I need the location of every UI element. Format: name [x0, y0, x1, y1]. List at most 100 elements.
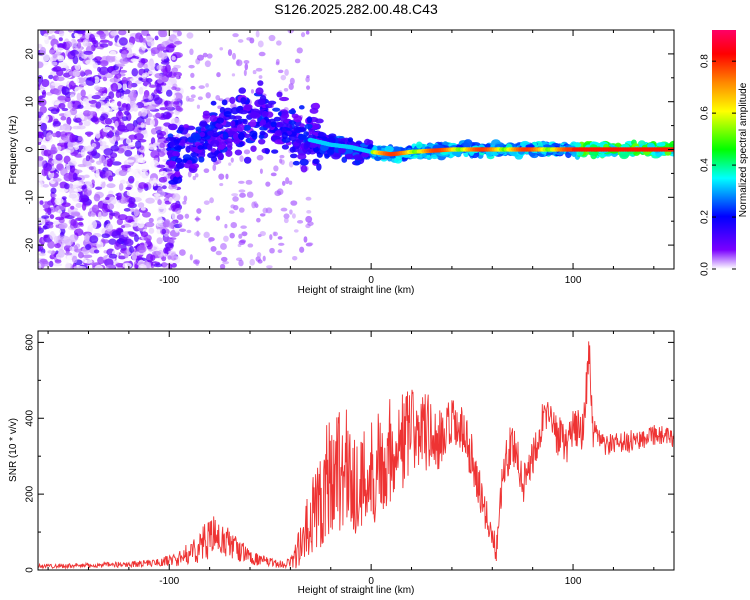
spectrogram-cell — [148, 217, 154, 223]
spectrogram-cell — [185, 145, 191, 153]
spectrogram-cell — [93, 76, 100, 84]
spectrogram-cell — [169, 141, 176, 149]
spectrogram-cell — [240, 225, 247, 229]
spectrogram-cell — [165, 44, 175, 53]
spectrogram-cell — [54, 259, 62, 264]
spectrogram-cell — [133, 208, 140, 217]
spectrogram-cell — [158, 46, 167, 51]
spectrogram-cell — [167, 255, 172, 260]
spectrogram-cell — [158, 36, 168, 42]
spectrogram-cell — [58, 224, 67, 230]
spectrogram-cell — [228, 210, 235, 214]
spectrogram-cell — [120, 225, 126, 229]
spectrogram-cell — [53, 44, 58, 51]
spectrogram-cell — [174, 157, 183, 164]
spectrogram-cell — [259, 213, 266, 217]
spectrogram-cell — [90, 117, 99, 122]
spectrogram-cell — [208, 112, 218, 117]
spectrogram-cell — [109, 152, 118, 159]
spectrogram-cell — [229, 232, 235, 239]
spectrogram-cell — [233, 115, 243, 120]
spectrogram-cell — [38, 262, 42, 269]
spectrogram-cell — [244, 63, 249, 71]
spectrogram-cell — [255, 30, 260, 38]
spectrogram-cell — [143, 63, 148, 69]
spectrogram-cell — [257, 40, 264, 48]
spectrogram-cell — [121, 76, 128, 85]
spectrogram-cell — [647, 142, 655, 149]
spectrogram-cell — [141, 42, 147, 51]
spectrogram-x-label: Height of straight line (km) — [298, 285, 415, 296]
spectrogram-cell — [140, 163, 149, 172]
spectrogram-cell — [297, 153, 307, 160]
spectrogram-cell — [108, 91, 115, 100]
spectrogram-cell — [154, 97, 163, 105]
spectrogram-cell — [261, 110, 269, 118]
spectrogram-cell — [138, 77, 143, 81]
spectrogram-cell — [85, 33, 90, 40]
spectrogram-cell — [258, 138, 266, 145]
spectrogram-cell — [247, 243, 254, 248]
spectrogram-cell — [59, 131, 68, 137]
x-tick-label: 100 — [565, 275, 582, 286]
spectrogram-cell — [111, 161, 122, 166]
spectrogram-cell — [106, 160, 113, 168]
spectrogram-cell — [305, 149, 312, 155]
spectrogram-cell — [150, 47, 160, 55]
spectrogram-cell — [38, 227, 44, 234]
colorbar-label: Normalized spectral amplitude — [738, 82, 749, 217]
spectrogram-cell — [163, 253, 168, 257]
spectrogram-cell — [148, 133, 153, 142]
spectrogram-cell — [276, 40, 282, 46]
spectrogram-cell — [39, 105, 47, 114]
spectrogram-cell — [306, 209, 312, 214]
spectrogram-cell — [140, 231, 149, 238]
spectrogram-cell — [56, 145, 62, 151]
spectrogram-cell — [306, 116, 313, 124]
spectrogram-cell — [165, 63, 171, 73]
spectrogram-x-axis: -100 0 100 — [47, 30, 655, 286]
spectrogram-cell — [107, 175, 114, 182]
spectrogram-cell — [57, 95, 67, 101]
spectrogram-cell — [126, 190, 132, 196]
spectrogram-cell — [64, 41, 73, 48]
spectrogram-cell — [215, 215, 221, 221]
spectrogram-cell — [124, 110, 130, 116]
spectrogram-cell — [75, 30, 86, 35]
spectrogram-cell — [47, 240, 55, 249]
spectrogram-cell — [189, 254, 193, 261]
spectrogram-cell — [292, 256, 298, 261]
spectrogram-cell — [250, 89, 254, 94]
spectrogram-cell — [93, 39, 99, 48]
spectrogram-cell — [118, 169, 128, 177]
spectrogram-cell — [239, 192, 246, 198]
spectrogram-cell — [204, 124, 215, 131]
spectrogram-cell — [238, 259, 244, 267]
spectrogram-cell — [128, 142, 136, 148]
spectrogram-cell — [154, 126, 164, 131]
spectrogram-cell — [170, 101, 174, 105]
spectrogram-cell — [176, 214, 184, 221]
spectrogram-cell — [159, 107, 167, 111]
spectrogram-cell — [312, 102, 320, 109]
spectrogram-cell — [69, 133, 76, 143]
spectrogram-cell — [77, 251, 84, 259]
spectrogram-cell — [86, 181, 93, 191]
spectrogram-cell — [48, 223, 54, 229]
spectrogram-cell — [96, 241, 104, 250]
spectrogram-cell — [102, 159, 108, 166]
spectrogram-cell — [156, 164, 166, 169]
spectrogram-cell — [91, 94, 101, 100]
spectrogram-cell — [172, 151, 180, 157]
figure-title: S126.2025.282.00.48.C43 — [274, 1, 438, 17]
spectrogram-cell — [146, 238, 151, 246]
spectrogram-cell — [129, 245, 134, 254]
spectrogram-cell — [72, 55, 79, 65]
spectrogram-cell — [463, 139, 473, 148]
spectrogram-cell — [126, 159, 135, 163]
spectrogram-cell — [183, 124, 189, 129]
spectrogram-cell — [269, 247, 275, 254]
spectrogram-cell — [125, 186, 132, 191]
spectrogram-cell — [41, 215, 50, 219]
spectrogram-cell — [71, 212, 81, 216]
